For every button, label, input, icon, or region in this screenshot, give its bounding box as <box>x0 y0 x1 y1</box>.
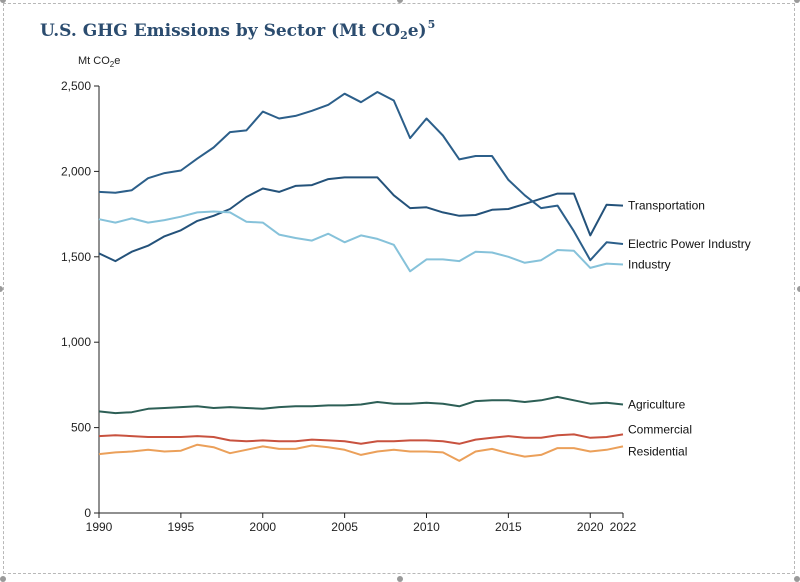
y-tick-label: 500 <box>71 421 91 435</box>
x-tick-label: 2000 <box>249 520 276 534</box>
series-line-electric-power-industry <box>98 91 624 262</box>
x-tick-label: 1995 <box>168 520 195 534</box>
y-tick-label: 2,500 <box>61 79 91 93</box>
series-label-agriculture: Agriculture <box>628 398 686 412</box>
chart-title-suffix: e) <box>407 21 427 41</box>
resize-handle-top[interactable] <box>397 0 403 3</box>
footnote-marker: 5 <box>427 18 436 31</box>
resize-handle-left[interactable] <box>0 286 3 292</box>
x-tick-label: 2005 <box>331 520 358 534</box>
resize-handle-top-right[interactable] <box>794 0 800 3</box>
series-lines <box>98 91 624 462</box>
chart-title: U.S. GHG Emissions by Sector (Mt CO2e)5 <box>40 18 435 42</box>
x-tick-label: 2010 <box>413 520 440 534</box>
resize-handle-right[interactable] <box>797 286 800 292</box>
series-labels: Transportation Electric Power Industry Ind… <box>628 199 751 459</box>
resize-handle-top-left[interactable] <box>0 0 6 3</box>
canvas-frame <box>3 3 795 574</box>
series-label-transportation: Transportation <box>628 199 705 213</box>
y-tick-label: 0 <box>84 506 91 520</box>
y-axis-label-suffix: e <box>114 55 120 67</box>
x-tick-label: 2020 <box>577 520 604 534</box>
series-label-electric-power-industry: Electric Power Industry <box>628 237 751 251</box>
chart-title-text: U.S. GHG Emissions by Sector (Mt CO <box>40 21 401 41</box>
series-line-agriculture <box>98 395 624 415</box>
x-tick-label: 1990 <box>86 520 113 534</box>
series-label-residential: Residential <box>628 444 687 458</box>
y-axis-label-main: Mt CO <box>78 55 110 67</box>
y-axis-label: Mt CO2e <box>78 55 120 69</box>
y-tick-label: 2,000 <box>61 164 91 178</box>
y-tick-label: 1,000 <box>61 335 91 349</box>
x-tick-label: 2015 <box>495 520 522 534</box>
series-label-commercial: Commercial <box>628 422 692 436</box>
y-axis-label-subscript: 2 <box>110 60 115 69</box>
axes: 0 500 1,000 1,500 2,000 2,500 1990 1995 2000 2005… <box>61 79 637 534</box>
chart-title-subscript: 2 <box>400 29 408 42</box>
x-tick-label: 2022 <box>610 520 637 534</box>
series-line-transportation <box>98 176 624 263</box>
series-line-commercial <box>98 433 624 445</box>
series-line-industry <box>98 210 624 273</box>
series-label-industry: Industry <box>628 257 671 271</box>
series-line-residential <box>98 443 624 462</box>
y-tick-label: 1,500 <box>61 250 91 264</box>
